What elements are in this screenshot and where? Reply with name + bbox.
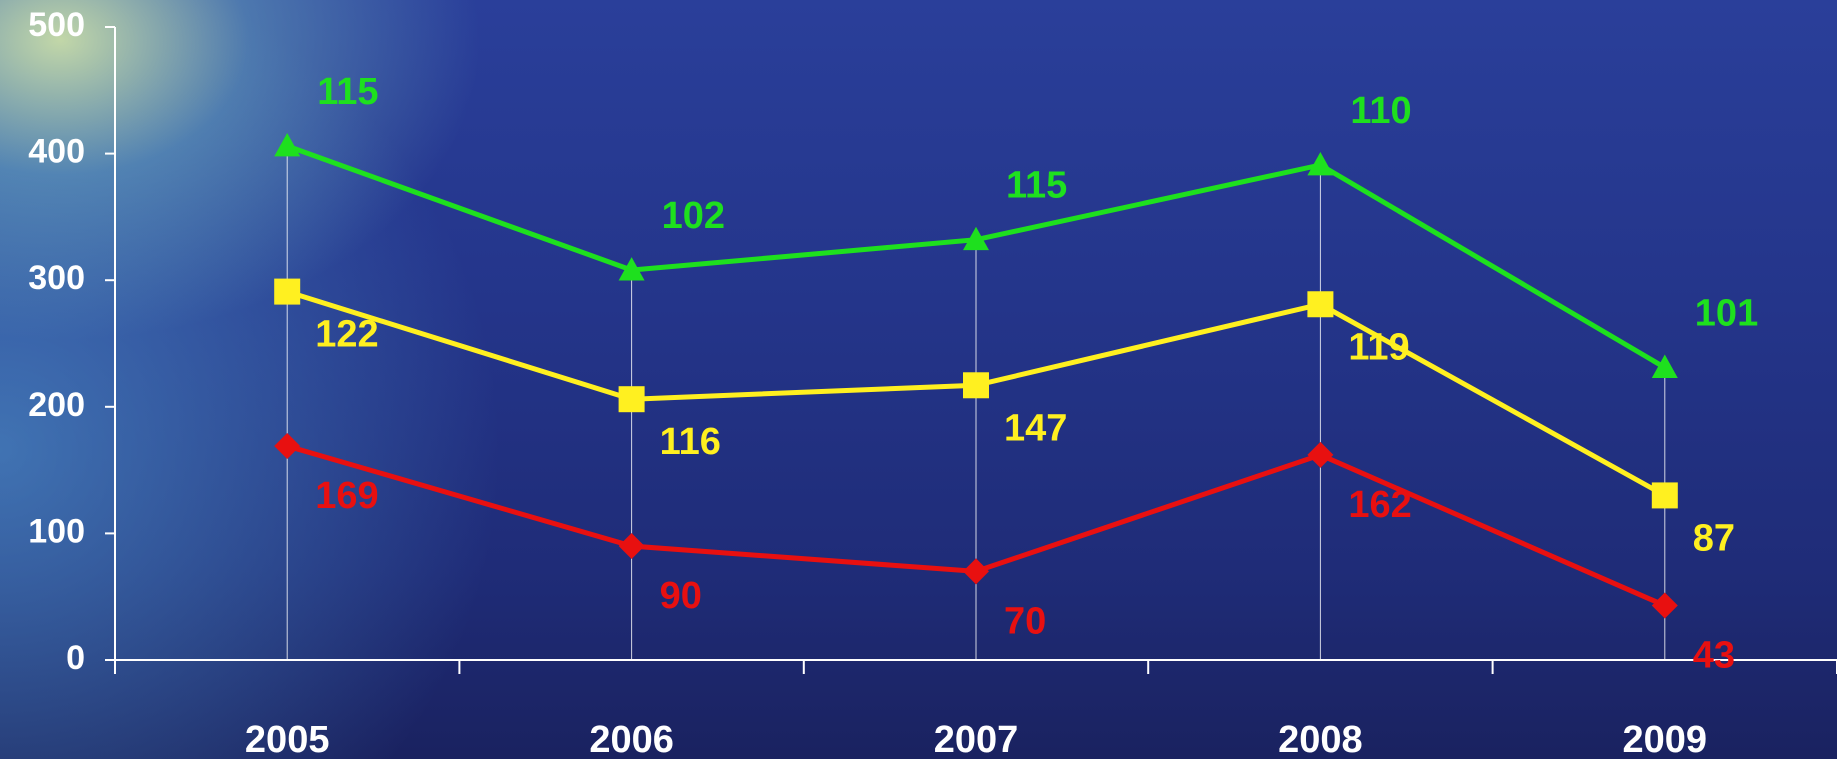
point (618, 386, 645, 413)
data-label: 122 (315, 314, 378, 356)
point (963, 372, 989, 399)
point (1651, 592, 1678, 619)
point (1651, 482, 1678, 509)
y-tick-label: 200 (28, 386, 85, 424)
data-label: 102 (662, 195, 725, 237)
point (274, 133, 301, 157)
point (1307, 291, 1334, 318)
data-label: 90 (660, 575, 702, 617)
x-tick-label: 2006 (589, 719, 674, 759)
point (618, 257, 645, 281)
data-label: 43 (1693, 635, 1735, 677)
point (963, 226, 989, 251)
data-label: 101 (1695, 293, 1758, 335)
point (1307, 151, 1334, 176)
data-label: 110 (1350, 90, 1411, 132)
point (1651, 354, 1678, 378)
y-tick-label: 100 (28, 512, 85, 550)
data-label: 119 (1348, 326, 1409, 368)
y-tick-label: 500 (28, 6, 85, 44)
x-tick-label: 2008 (1278, 719, 1363, 759)
x-tick-label: 2009 (1623, 719, 1708, 759)
point (274, 433, 301, 460)
y-tick-label: 400 (28, 133, 85, 171)
point (1307, 441, 1334, 468)
x-tick-label: 2005 (245, 719, 330, 759)
point (963, 558, 989, 585)
data-label: 147 (1004, 407, 1067, 449)
data-label: 115 (317, 71, 378, 113)
y-tick-label: 0 (66, 639, 85, 677)
data-label: 87 (1693, 517, 1735, 559)
data-label: 162 (1348, 484, 1411, 526)
y-tick-label: 300 (28, 259, 85, 297)
data-label: 115 (1006, 165, 1067, 207)
point (274, 278, 301, 305)
data-label: 116 (660, 421, 721, 463)
data-label: 169 (315, 475, 378, 517)
x-tick-label: 2007 (934, 719, 1019, 759)
data-label: 70 (1004, 600, 1046, 642)
point (618, 533, 645, 560)
